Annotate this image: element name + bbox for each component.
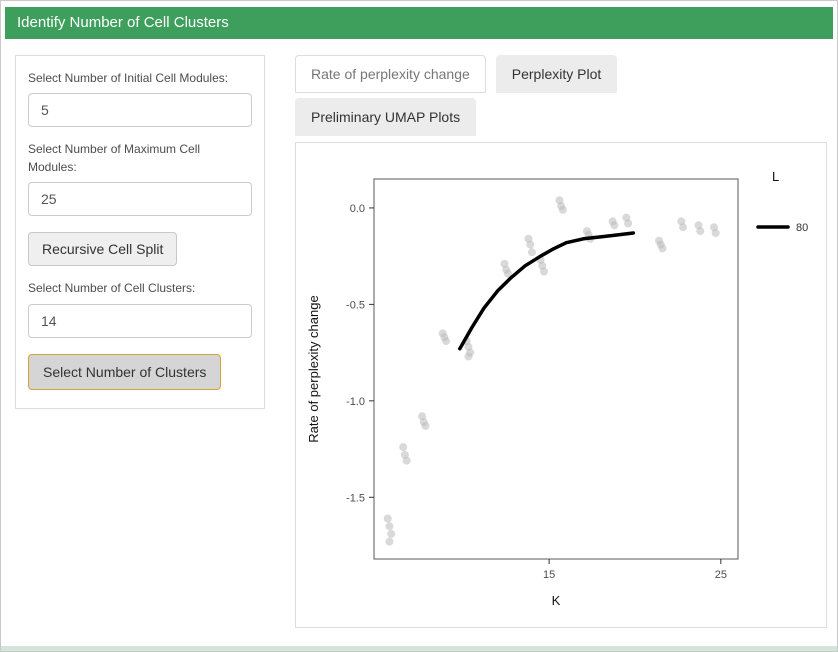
svg-text:K: K [552, 593, 561, 608]
content-panel: Rate of perplexity change Perplexity Plo… [295, 55, 827, 628]
cell-clusters-input[interactable] [28, 303, 252, 338]
max-modules-input[interactable] [28, 182, 252, 217]
perplexity-rate-plot: 15 25 0.0 -0.5 -1.0 -1.5 K Rate of perplexity c… [306, 169, 808, 608]
initial-modules-input[interactable] [28, 93, 252, 128]
svg-text:-0.5: -0.5 [346, 299, 365, 311]
svg-text:80: 80 [796, 222, 808, 234]
main-area: Select Number of Initial Cell Modules: S… [1, 39, 837, 628]
svg-text:25: 25 [715, 569, 727, 581]
tab-perplexity-plot[interactable]: Perplexity Plot [495, 55, 618, 93]
svg-text:Rate of perplexity change: Rate of perplexity change [306, 295, 321, 442]
max-modules-label: Select Number of Maximum Cell Modules: [28, 142, 201, 174]
tab-row-1: Rate of perplexity change Perplexity Plo… [295, 55, 827, 93]
svg-text:L: L [772, 169, 779, 184]
svg-text:-1.5: -1.5 [346, 492, 365, 504]
tab-row-2: Preliminary UMAP Plots [295, 98, 827, 136]
tab-preliminary-umap-plots[interactable]: Preliminary UMAP Plots [295, 98, 477, 136]
bottom-section-divider [1, 646, 837, 651]
section-header: Identify Number of Cell Clusters [5, 7, 833, 39]
recursive-cell-split-button[interactable]: Recursive Cell Split [28, 232, 178, 267]
svg-text:15: 15 [543, 569, 555, 581]
svg-text:-1.0: -1.0 [346, 396, 365, 408]
cell-clusters-label: Select Number of Cell Clusters: [28, 281, 196, 296]
svg-text:0.0: 0.0 [350, 203, 365, 215]
section-title: Identify Number of Cell Clusters [17, 14, 229, 31]
select-number-of-clusters-button[interactable]: Select Number of Clusters [28, 353, 222, 390]
tab-rate-of-perplexity-change[interactable]: Rate of perplexity change [295, 55, 486, 93]
controls-panel: Select Number of Initial Cell Modules: S… [15, 55, 265, 409]
plot-card: 15 25 0.0 -0.5 -1.0 -1.5 K Rate of perplexity c… [295, 142, 827, 628]
initial-modules-label: Select Number of Initial Cell Modules: [28, 71, 229, 85]
